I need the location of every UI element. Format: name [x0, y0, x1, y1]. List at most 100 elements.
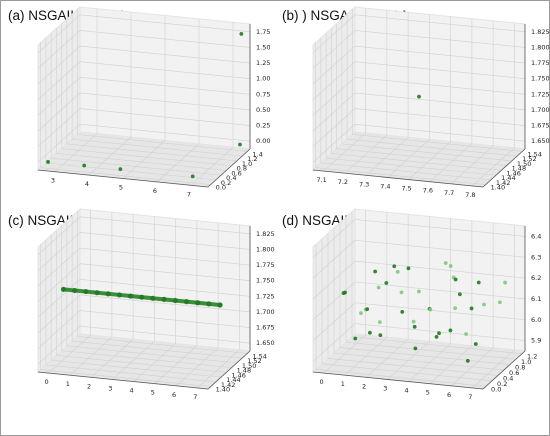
grid-y-floor — [315, 368, 487, 387]
data-point — [503, 280, 508, 285]
y-tick-label: 1.50 — [242, 362, 256, 370]
grid-z-back — [354, 14, 526, 33]
data-point — [476, 280, 481, 285]
grid-z-side — [37, 325, 81, 365]
grid-z-back — [79, 263, 251, 281]
y-tick-label: 1.44 — [501, 174, 515, 182]
grid-y-floor — [327, 358, 499, 376]
y-tick-label: 1.40 — [491, 184, 505, 192]
y-tick-label: 1.2 — [527, 353, 537, 361]
grid-z-back — [79, 123, 251, 142]
grid-z-side — [312, 30, 356, 69]
z-tick-label: 1.775 — [256, 261, 275, 269]
data-point — [353, 336, 358, 341]
x-tick-label: 7 — [193, 393, 197, 401]
z-tick-label: 0.00 — [256, 137, 270, 145]
grid-z-side — [37, 92, 81, 132]
grid-y-floor — [320, 162, 491, 181]
grid-x-floor — [90, 339, 134, 378]
grid-y-floor — [45, 162, 216, 181]
grid-x-floor — [344, 134, 388, 174]
data-point — [46, 160, 50, 164]
z-tick-label: 1.800 — [256, 245, 275, 253]
z-tick-label: 1.750 — [531, 75, 550, 83]
grid-z-back — [79, 108, 251, 126]
grid-x-floor — [156, 143, 200, 183]
data-point — [457, 292, 462, 297]
z-tick-label: 1.775 — [531, 59, 550, 67]
data-point — [453, 306, 458, 311]
grid-y-floor — [336, 148, 507, 166]
data-point — [368, 330, 372, 335]
y-tick-label: 1.42 — [221, 381, 235, 389]
y-tick-label: 1.54 — [527, 150, 541, 158]
data-point — [437, 331, 441, 336]
grid-x-floor — [365, 137, 409, 176]
grid-z-side — [37, 263, 81, 302]
z-tick-label: 6.4 — [531, 232, 541, 240]
grid-y-floor — [333, 352, 505, 371]
x-tick-label: 6 — [447, 391, 451, 399]
data-point — [377, 320, 382, 325]
grid-y-floor — [326, 157, 497, 176]
grid-z-back — [79, 310, 251, 328]
x-tick-label: 7 — [187, 190, 191, 198]
grid-z-back — [79, 325, 251, 344]
grid-z-back — [354, 123, 526, 142]
z-tick-label: 1.25 — [256, 59, 270, 67]
z-tick-label: 0.75 — [256, 90, 270, 98]
z-tick-label: 1.675 — [256, 324, 275, 332]
data-point — [399, 290, 404, 295]
grid-z-back — [79, 77, 251, 95]
grid-x-floor — [69, 336, 113, 376]
grid-z-side — [37, 123, 81, 163]
grid-z-side — [312, 281, 356, 321]
z-tick-label: 1.650 — [531, 137, 550, 145]
grid-y-floor — [351, 336, 523, 355]
grid-z-back — [79, 216, 251, 235]
x-tick-label: 4 — [405, 387, 409, 395]
data-point — [412, 324, 417, 329]
grid-y-floor — [56, 355, 227, 373]
z-tick-label: 5.9 — [531, 337, 541, 345]
y-tick-label: 1.46 — [231, 371, 245, 379]
grid-y-floor — [72, 138, 243, 157]
grid-z-side — [37, 232, 81, 271]
y-tick-label: 0.2 — [221, 179, 231, 187]
grid-y-floor — [56, 153, 227, 171]
data-point — [238, 142, 242, 147]
data-point — [400, 310, 405, 314]
z-tick-label: 1.650 — [256, 339, 275, 347]
x-tick-label: 7.1 — [316, 176, 326, 184]
y-tick-label: 0.4 — [226, 174, 236, 182]
grid-z-back — [354, 260, 526, 279]
grid-z-side — [37, 61, 81, 100]
grid-z-back — [354, 219, 526, 237]
grid-z-side — [312, 77, 356, 116]
x-tick-label: 6 — [172, 391, 176, 399]
grid-z-side — [312, 108, 356, 147]
data-point — [378, 333, 383, 338]
plot-panel-3: 0 1 2 3 4 5 6 7 0.00.20.40.60.81.01.2 5.9 6.0 6.1 6.… — [311, 207, 541, 401]
z-tick-label: 1.700 — [256, 308, 275, 316]
data-point — [482, 302, 486, 307]
data-point — [453, 277, 458, 282]
x-tick-label: 5 — [151, 389, 155, 397]
data-point — [406, 266, 411, 271]
data-point — [448, 328, 453, 333]
grid-x-floor — [429, 143, 473, 182]
grid-z-side — [312, 14, 356, 54]
x-tick-label: 2 — [87, 382, 91, 390]
data-point — [118, 167, 123, 172]
x-tick-label: 4 — [130, 387, 134, 395]
y-axis-line — [207, 148, 251, 188]
grid-x-floor — [450, 145, 494, 185]
grid-y-floor — [51, 157, 222, 176]
x-tick-label: 2 — [362, 382, 366, 390]
data-point — [239, 32, 244, 36]
y-tick-label: 0.8 — [515, 364, 525, 372]
data-point — [395, 269, 400, 274]
x-tick-label: 7.6 — [423, 187, 433, 195]
grid-y-floor — [77, 336, 248, 354]
grid-z-side — [37, 247, 81, 287]
